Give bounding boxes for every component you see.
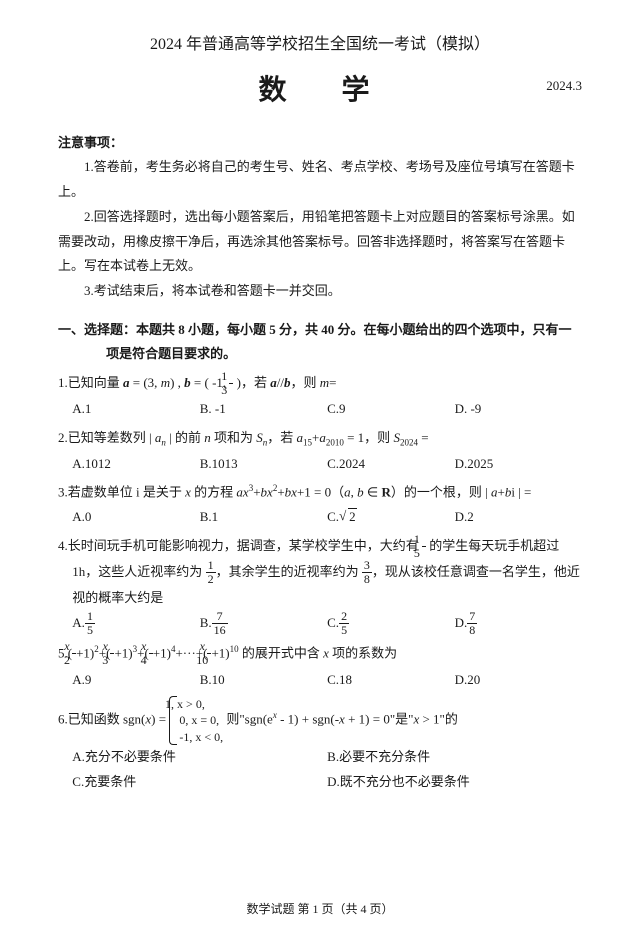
q6-opt-a: A.充分不必要条件: [72, 745, 327, 770]
q5-opt-d: D.20: [455, 668, 582, 693]
notice-p3: 3.考试结束后，将本试卷和答题卡一并交回。: [58, 279, 582, 304]
q4-opt-b: B.716: [200, 611, 327, 637]
q2-opt-c: C.2024: [327, 452, 454, 477]
q6-opt-c: C.充要条件: [72, 770, 327, 795]
q6-options-row1: A.充分不必要条件 B.必要不充分条件: [58, 745, 582, 770]
notice-heading: 注意事项：: [58, 131, 582, 156]
q5-options: A.9 B.10 C.18 D.20: [58, 668, 582, 693]
q1-opt-d: D. -9: [455, 397, 582, 422]
notice-p2: 2.回答选择题时，选出每小题答案后，用铅笔把答题卡上对应题目的答案标号涂黑。如需…: [58, 205, 582, 279]
question-6: 6.已知函数 sgn(x) = 1, x > 0,0, x = 0,-1, x …: [58, 696, 582, 794]
q3-opt-b: B.1: [200, 505, 327, 530]
question-4: 4.长时间玩手机可能影响视力，据调查，某学校学生中，大约有 15 的学生每天玩手…: [58, 534, 582, 637]
q2-opt-d: D.2025: [455, 452, 582, 477]
q4-options: A.15 B.716 C.25 D.78: [58, 611, 582, 637]
q6-options-row2: C.充要条件 D.既不充分也不必要条件: [58, 770, 582, 795]
q3-opt-c: C.2: [327, 505, 454, 530]
q2-options: A.1012 B.1013 C.2024 D.2025: [58, 452, 582, 477]
q4-opt-c: C.25: [327, 611, 454, 637]
q4-opt-a: A.15: [72, 611, 199, 637]
q5-opt-b: B.10: [200, 668, 327, 693]
notice-p1: 1.答卷前，考生务必将自己的考生号、姓名、考点学校、考场号及座位号填写在答题卡上…: [58, 155, 582, 204]
q4-opt-d: D.78: [455, 611, 582, 637]
section1-heading: 一、选择题：本题共 8 小题，每小题 5 分，共 40 分。在每小题给出的四个选…: [58, 318, 582, 367]
exam-header-title: 2024 年普通高等学校招生全国统一考试（模拟）: [58, 32, 582, 58]
q1-opt-c: C.9: [327, 397, 454, 422]
q3-opt-a: A.0: [72, 505, 199, 530]
exam-date: 2024.3: [546, 74, 582, 99]
q5-opt-c: C.18: [327, 668, 454, 693]
q2-opt-b: B.1013: [200, 452, 327, 477]
q2-opt-a: A.1012: [72, 452, 199, 477]
exam-page: 2024 年普通高等学校招生全国统一考试（模拟） 数 学 2024.3 注意事项…: [0, 0, 640, 937]
q6-opt-d: D.既不充分也不必要条件: [327, 770, 582, 795]
q1-options: A.1 B. -1 C.9 D. -9: [58, 397, 582, 422]
page-footer: 数学试题 第 1 页（共 4 页）: [0, 898, 640, 921]
question-5: 5.(x2+1)2+(x3+1)3+(x4+1)4+···+(x10+1)10 …: [58, 641, 582, 692]
q5-opt-a: A.9: [72, 668, 199, 693]
subject-title: 数 学 2024.3: [70, 64, 582, 117]
question-3: 3.若虚数单位 i 是关于 x 的方程 ax3+bx2+bx+1 = 0（a, …: [58, 480, 582, 530]
question-1: 1.已知向量 a = (3, m) , b = ( -1, 13 )，若 a//…: [58, 371, 582, 422]
question-2: 2.已知等差数列 | an | 的前 n 项和为 Sn，若 a15+a2010 …: [58, 426, 582, 476]
q3-options: A.0 B.1 C.2 D.2: [58, 505, 582, 530]
q1-opt-b: B. -1: [200, 397, 327, 422]
q1-opt-a: A.1: [72, 397, 199, 422]
q3-opt-d: D.2: [455, 505, 582, 530]
q6-opt-b: B.必要不充分条件: [327, 745, 582, 770]
